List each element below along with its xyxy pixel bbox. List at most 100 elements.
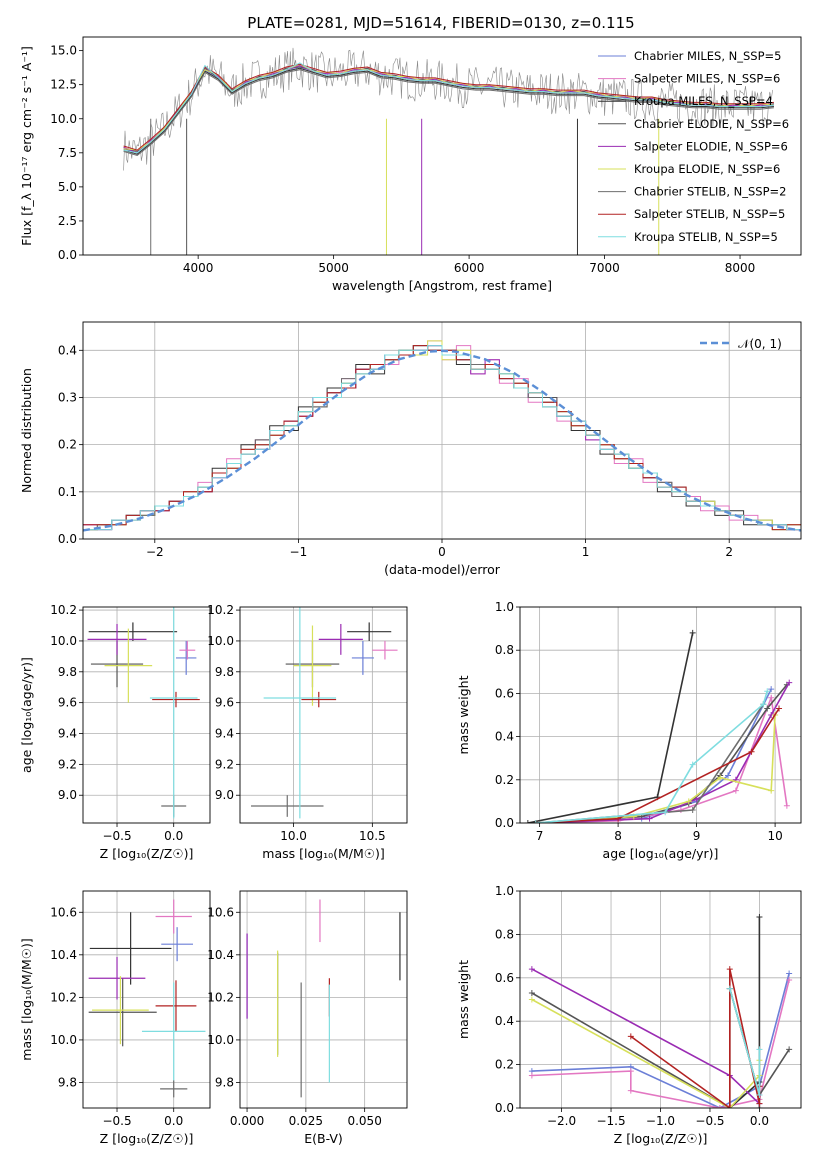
legend-entry: Kroupa STELIB, N_SSP=5 <box>634 230 778 244</box>
y-tick-label: 0.2 <box>495 773 514 787</box>
x-tick-label: 0.0 <box>750 1114 769 1128</box>
y-tick-label: 0.1 <box>58 485 77 499</box>
y-tick-label: 9.8 <box>58 1075 77 1089</box>
histogram-8 <box>83 345 801 539</box>
weight-marker <box>776 705 783 712</box>
x-tick-label: 0 <box>438 545 446 559</box>
x-tick-label: −2.0 <box>547 1114 576 1128</box>
y-tick-label: 10.0 <box>207 1033 234 1047</box>
x-axis-label: wavelength [Angstrom, rest frame] <box>332 278 552 293</box>
y-tick-label: 10.2 <box>207 990 234 1004</box>
panel-spectrum: 4000 5000 6000 7000 8000 0.0 2.5 5.0 7.5 10.0 12.5… <box>19 36 802 293</box>
x-tick-label: −2 <box>146 545 164 559</box>
weight-series-5 <box>535 714 776 823</box>
frame-mass_vs_EBV <box>239 890 408 1109</box>
weight-marker <box>693 796 700 803</box>
figure-title: PLATE=0281, MJD=51614, FIBERID=0130, z=0… <box>247 14 634 32</box>
y-tick-label: 2.5 <box>58 214 77 228</box>
y-axis-label: mass [log₁₀(M/M☉)] <box>19 938 34 1060</box>
weight-marker <box>726 1105 733 1108</box>
weight-marker <box>716 1105 723 1108</box>
legend-entry: Chabrier ELODIE, N_SSP=6 <box>634 117 789 131</box>
weight-marker <box>764 688 771 695</box>
spectrum-series-2 <box>123 67 774 155</box>
y-axis-label: mass weight <box>456 675 471 754</box>
weight-marker <box>768 787 775 794</box>
weight-marker <box>732 787 739 794</box>
y-tick-label: 0.2 <box>58 438 77 452</box>
x-tick-label: 1 <box>582 545 590 559</box>
x-tick-label: 8000 <box>725 261 756 275</box>
plot-area-weight_vs_age <box>524 629 793 823</box>
x-tick-label: −1.5 <box>596 1114 625 1128</box>
frame-age_vs_mass <box>239 606 408 824</box>
panel-weight_vs_age: 7 8 9 10 0.0 0.2 0.4 0.6 0.8 1.0 age [log₁₀(age/yr… <box>456 600 802 861</box>
plot-area-mass_vs_Z <box>88 899 206 1098</box>
weight-marker <box>689 761 696 768</box>
x-tick-label: 10.5 <box>359 829 386 843</box>
weight-marker <box>528 1072 535 1079</box>
y-tick-label: 0.0 <box>495 1101 514 1115</box>
y-tick-label: 0.8 <box>495 927 514 941</box>
y-tick-label: 9.0 <box>58 788 77 802</box>
weight-marker <box>725 772 732 779</box>
x-tick-label: 10.0 <box>280 829 307 843</box>
y-tick-label: 0.4 <box>58 343 77 357</box>
frame-weight_vs_Z <box>519 890 802 1109</box>
panel-age_vs_Z: −0.5 0.0 9.0 9.2 9.4 9.6 9.8 10.0 10.2 Z [log₁₀(Z… <box>19 603 211 861</box>
x-tick-label: 4000 <box>183 261 214 275</box>
x-tick-label: −0.5 <box>102 829 131 843</box>
x-tick-label: −0.5 <box>102 1114 131 1128</box>
spectrum-series-3 <box>123 66 774 152</box>
weight-marker <box>786 970 793 977</box>
y-tick-label: 9.0 <box>215 788 234 802</box>
normal-curve <box>83 349 801 532</box>
x-tick-label: 5000 <box>318 261 349 275</box>
y-tick-label: 0.4 <box>495 730 514 744</box>
weight-marker <box>689 807 696 814</box>
weight-marker <box>689 629 696 636</box>
legend-entry: Salpeter STELIB, N_SSP=5 <box>634 207 785 221</box>
plot-area-age_vs_mass <box>251 607 398 819</box>
plot-area-spectrum <box>123 47 774 255</box>
weight-marker <box>756 1046 763 1053</box>
legend-entry: Kroupa ELODIE, N_SSP=6 <box>634 162 780 176</box>
x-axis-label: age [log₁₀(age/yr)] <box>603 846 719 861</box>
weight-marker <box>786 1046 793 1053</box>
y-tick-label: 0.0 <box>58 532 77 546</box>
x-tick-label: 6000 <box>454 261 485 275</box>
weight-marker <box>764 705 771 712</box>
x-tick-label: 0.000 <box>230 1114 264 1128</box>
y-tick-label: 0.2 <box>495 1058 514 1072</box>
y-tick-label: 0.6 <box>495 686 514 700</box>
legend-entry: 𝒩(0, 1) <box>738 337 782 351</box>
x-tick-label: 7 <box>536 829 544 843</box>
weight-marker <box>760 701 767 708</box>
y-tick-label: 9.8 <box>215 1075 234 1089</box>
y-axis-label: Normed distribution <box>19 368 34 493</box>
weight-series-2 <box>729 917 761 1108</box>
x-axis-label: E(B-V) <box>304 1131 343 1146</box>
x-tick-label: −0.5 <box>695 1114 724 1128</box>
legend-entry: Kroupa MILES, N_SSP=4 <box>634 94 773 108</box>
y-tick-label: 10.4 <box>50 948 77 962</box>
x-axis-label: Z [log₁₀(Z/Z☉)] <box>100 1131 194 1146</box>
frame-residuals <box>82 321 802 540</box>
plot-area-mass_vs_EBV <box>246 899 401 1098</box>
plot-area-weight_vs_Z <box>528 914 793 1108</box>
x-axis-label: Z [log₁₀(Z/Z☉)] <box>100 846 194 861</box>
y-tick-label: 0.4 <box>495 1014 514 1028</box>
y-tick-label: 0.0 <box>495 816 514 830</box>
weight-marker <box>786 679 793 686</box>
weight-marker <box>532 820 539 823</box>
weight-marker <box>528 989 535 996</box>
x-tick-label: 0.0 <box>164 829 183 843</box>
legend-entry: Chabrier MILES, N_SSP=5 <box>634 49 781 63</box>
frame-age_vs_Z <box>82 606 211 824</box>
weight-marker <box>627 1068 634 1075</box>
weight-marker <box>756 1091 763 1098</box>
weight-marker <box>748 748 755 755</box>
y-tick-label: 12.5 <box>50 78 77 92</box>
panel-residuals: −2 −1 0 1 2 0.0 0.1 0.2 0.3 0.4 (data-model)/error… <box>19 321 802 577</box>
